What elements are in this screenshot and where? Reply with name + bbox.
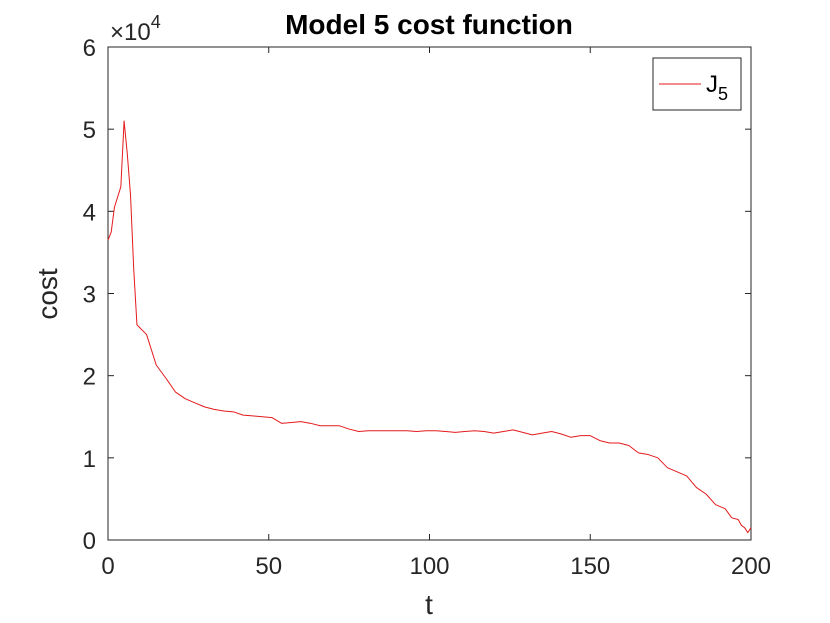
x-tick-label: 0 — [101, 553, 114, 580]
x-tick-label: 50 — [255, 553, 282, 580]
legend-label-j5: J5 — [706, 71, 728, 104]
x-tick-label: 200 — [731, 553, 771, 580]
series-line-0 — [107, 120, 752, 534]
plot-area — [107, 46, 752, 541]
y-axis-label: cost — [32, 268, 63, 320]
y-axis: 0 1 2 3 4 5 6 — [83, 35, 751, 555]
y-exponent-label: ×104 — [110, 12, 161, 46]
y-exponent-power: 4 — [151, 12, 161, 32]
chart-title: Model 5 cost function — [285, 9, 573, 40]
y-tick-label: 1 — [83, 446, 96, 473]
x-tick-label: 100 — [409, 553, 449, 580]
x-tick-label: 150 — [570, 553, 610, 580]
y-tick-label: 5 — [83, 117, 96, 144]
y-tick-label: 3 — [83, 282, 96, 309]
y-tick-label: 4 — [83, 199, 96, 226]
svg-text:×104: ×104 — [110, 12, 161, 46]
x-axis: 0 50 100 150 200 — [101, 47, 771, 580]
series-group — [107, 120, 752, 534]
legend-label-subscript: 5 — [718, 84, 728, 104]
y-tick-label: 2 — [83, 364, 96, 391]
legend: J5 — [652, 57, 742, 111]
x-axis-label: t — [425, 589, 433, 620]
y-tick-label: 6 — [83, 35, 96, 62]
y-exponent-base: ×10 — [110, 19, 151, 46]
y-tick-label: 0 — [83, 528, 96, 555]
legend-label-name: J — [706, 71, 718, 98]
